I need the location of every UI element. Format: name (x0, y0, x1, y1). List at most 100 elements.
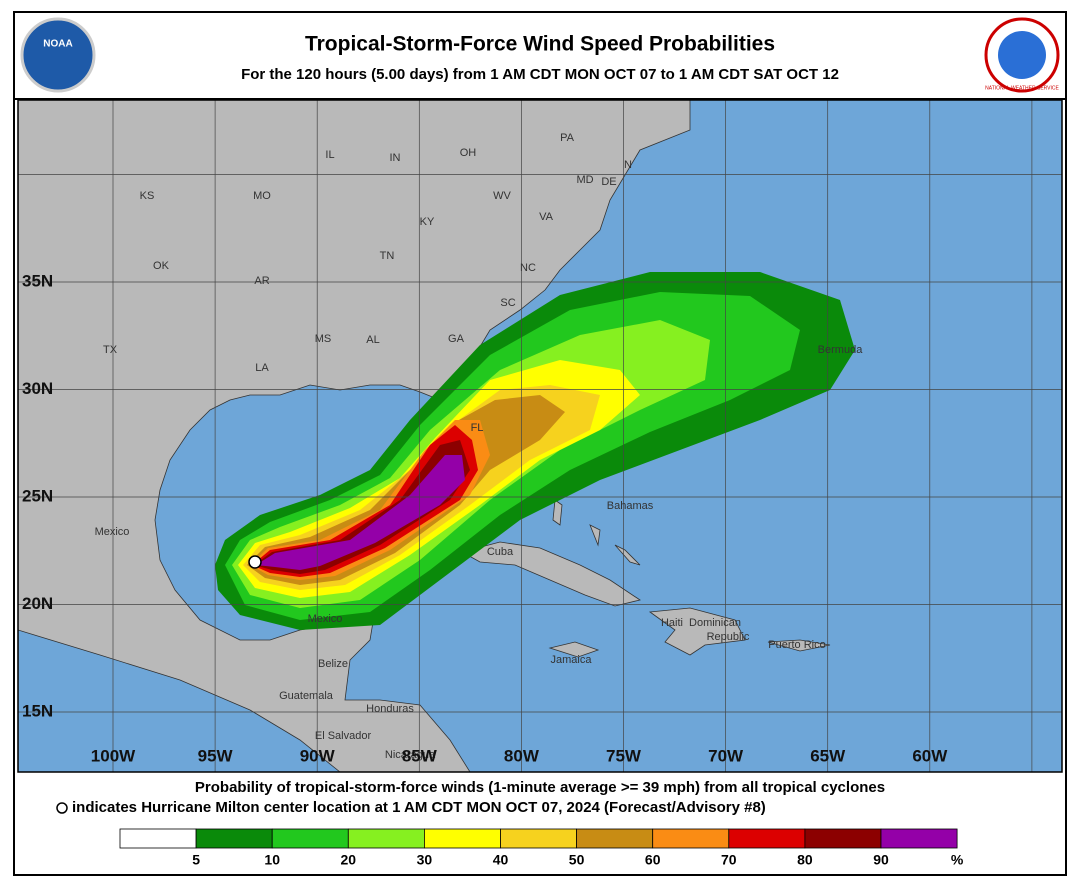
legend: 5 10 20 30 40 50 60 70 80 90% (119, 828, 964, 868)
place-label: Haiti (661, 617, 683, 629)
place-label: VA (539, 211, 554, 223)
place-label: Mexico (95, 526, 130, 538)
place-label: OK (153, 260, 170, 272)
center-symbol (56, 802, 68, 814)
place-label: AR (254, 275, 269, 287)
legend-swatch (576, 828, 654, 849)
legend-tick-label: 30 (417, 852, 433, 868)
lon-label: 60W (912, 746, 948, 765)
cuba (460, 541, 641, 607)
land (18, 100, 831, 772)
puerto-rico (767, 639, 831, 652)
place-label: KS (140, 190, 155, 202)
lon-label: 100W (91, 746, 136, 765)
hispaniola (648, 607, 746, 656)
bahamas (552, 499, 641, 566)
place-label: Cuba (487, 546, 514, 558)
place-label: IN (390, 152, 401, 164)
lat-label: 15N (22, 701, 53, 720)
legend-swatch (195, 828, 273, 849)
place-label: N (624, 159, 632, 171)
lat-label: 25N (22, 486, 53, 505)
place-labels: IL IN OH PA N MD DE KS MO KY WV VA OK AR TN NC SC MS AL GA T… (95, 132, 864, 761)
place-label: GA (448, 333, 465, 345)
place-label: LA (255, 362, 269, 374)
legend-swatch (347, 828, 425, 849)
noaa-logo (20, 17, 96, 93)
legend-tick-label: 90 (873, 852, 889, 868)
legend-swatch (728, 828, 806, 849)
place-label: Bermuda (818, 344, 864, 356)
jamaica (548, 641, 600, 658)
legend-tick-label: 50 (569, 852, 585, 868)
place-label: OH (460, 147, 477, 159)
footer-line-2: indicates Hurricane Milton center locati… (72, 799, 766, 816)
place-label: PA (560, 132, 575, 144)
place-label: Jamaica (551, 654, 593, 666)
lon-label: 75W (606, 746, 642, 765)
place-label: SC (500, 297, 515, 309)
place-label: NC (520, 262, 536, 274)
place-label: MS (315, 333, 332, 345)
place-label: Puerto Rico (768, 639, 825, 651)
nws-logo-text: NATIONAL WEATHER SERVICE (985, 85, 1059, 91)
legend-tick-label: 10 (264, 852, 280, 868)
legend-tick-label: 80 (797, 852, 813, 868)
nws-logo-inner (998, 31, 1046, 79)
lat-label: 35N (22, 271, 53, 290)
place-label: MD (576, 174, 593, 186)
title: Tropical-Storm-Force Wind Speed Probabil… (305, 33, 775, 56)
legend-swatch (500, 828, 577, 849)
lat-label: 30N (22, 379, 53, 398)
map-border (17, 99, 1063, 773)
lat-label: 20N (22, 594, 53, 613)
place-label: AL (366, 334, 379, 346)
map: IL IN OH PA N MD DE KS MO KY WV VA OK AR TN NC SC MS AL GA T… (18, 100, 1062, 772)
subtitle: For the 120 hours (5.00 days) from 1 AM … (241, 66, 839, 83)
place-label: TX (103, 344, 118, 356)
legend-tick-label: 70 (721, 852, 737, 868)
footer-line-1: Probability of tropical-storm-force wind… (195, 779, 885, 796)
probability-swath (215, 272, 855, 630)
storm-center (248, 555, 262, 569)
place-label: MO (253, 190, 271, 202)
legend-tick-label: 20 (341, 852, 357, 868)
lon-label: 95W (198, 746, 234, 765)
legend-tick-label: 40 (493, 852, 509, 868)
noaa-logo-text: NOAA (43, 39, 72, 50)
place-label: Guatemala (279, 690, 334, 702)
legend-tick-label: 5 (192, 852, 200, 868)
north-america (18, 100, 691, 772)
lon-label: 80W (504, 746, 540, 765)
place-label: FL (471, 422, 484, 434)
place-label: TN (380, 250, 395, 262)
place-label: IL (325, 149, 334, 161)
swath-band (252, 425, 478, 577)
place-label: Republic (707, 631, 750, 643)
lon-label: 85W (402, 746, 438, 765)
place-label: Mexico (308, 613, 343, 625)
place-label: Bahamas (607, 500, 654, 512)
legend-swatch (271, 828, 349, 849)
legend-swatch (119, 828, 197, 849)
lon-label: 90W (300, 746, 336, 765)
legend-tick-label: 60 (645, 852, 661, 868)
lon-label: 70W (708, 746, 744, 765)
graticule (18, 100, 1062, 772)
place-label: El Salvador (315, 730, 372, 742)
place-label: Nicaragua (385, 749, 436, 761)
legend-swatch (423, 828, 501, 849)
legend-unit: % (951, 852, 964, 868)
place-label: Honduras (366, 703, 414, 715)
place-label: DE (601, 176, 616, 188)
place-label: Dominican (689, 617, 741, 629)
legend-swatch (652, 828, 730, 849)
place-label: Belize (318, 658, 348, 670)
place-label: WV (493, 190, 511, 202)
place-label: KY (420, 216, 435, 228)
lon-label: 65W (810, 746, 846, 765)
swath-band (256, 455, 465, 570)
legend-swatch (880, 828, 958, 849)
